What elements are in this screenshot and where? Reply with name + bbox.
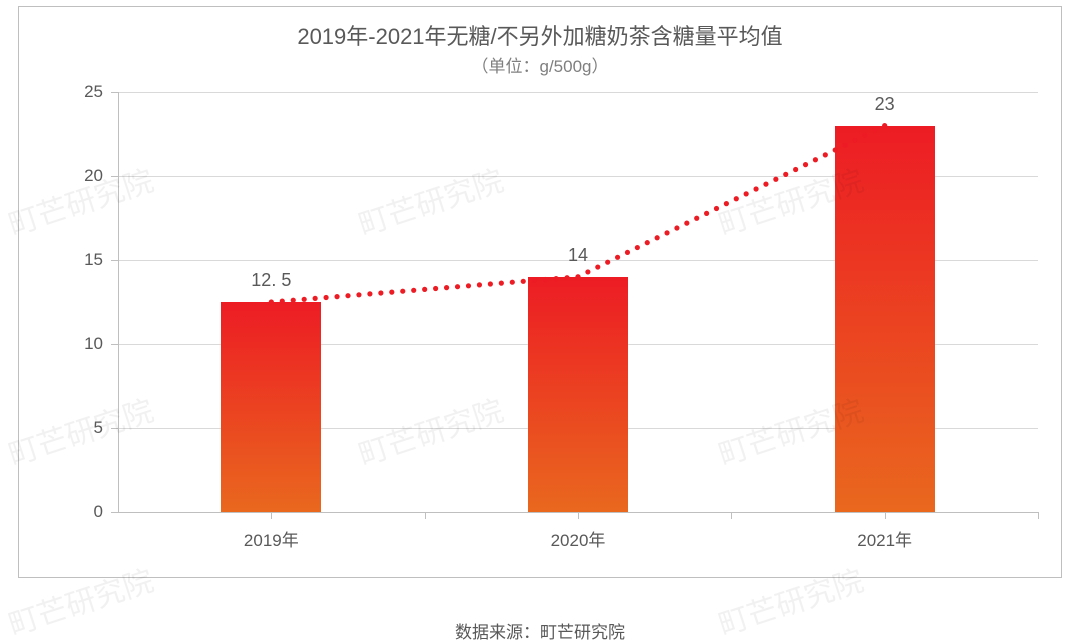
- y-tick-label: 0: [94, 502, 103, 522]
- y-tick-mark: [111, 512, 118, 513]
- x-tick-label: 2019年: [221, 526, 321, 551]
- y-tick-mark: [111, 92, 118, 93]
- bar-value-label: 14: [538, 245, 618, 266]
- x-tick-mark: [425, 512, 426, 519]
- plot-area: 051015202512. 52019年142020年232021年: [118, 92, 1038, 512]
- bar: [528, 277, 628, 512]
- footer-source: 数据来源：町芒研究院: [0, 618, 1080, 643]
- y-axis-line: [118, 92, 119, 512]
- y-tick-label: 15: [84, 250, 103, 270]
- x-tick-label: 2020年: [528, 526, 628, 551]
- y-tick-mark: [111, 260, 118, 261]
- bar: [835, 126, 935, 512]
- x-tick-mark: [885, 512, 886, 519]
- x-tick-label: 2021年: [835, 526, 935, 551]
- x-tick-mark: [731, 512, 732, 519]
- y-tick-mark: [111, 428, 118, 429]
- y-tick-label: 10: [84, 334, 103, 354]
- bar-value-label: 23: [845, 94, 925, 115]
- chart-title: 2019年-2021年无糖/不另外加糖奶茶含糖量平均值: [18, 22, 1062, 52]
- y-tick-mark: [111, 176, 118, 177]
- chart-subtitle: （单位：g/500g）: [18, 52, 1062, 77]
- bar-value-label: 12. 5: [231, 270, 311, 291]
- y-tick-label: 5: [94, 418, 103, 438]
- x-tick-mark: [578, 512, 579, 519]
- x-tick-mark: [1038, 512, 1039, 519]
- y-tick-mark: [111, 344, 118, 345]
- bar: [221, 302, 321, 512]
- x-tick-mark: [271, 512, 272, 519]
- y-tick-label: 20: [84, 166, 103, 186]
- y-tick-label: 25: [84, 82, 103, 102]
